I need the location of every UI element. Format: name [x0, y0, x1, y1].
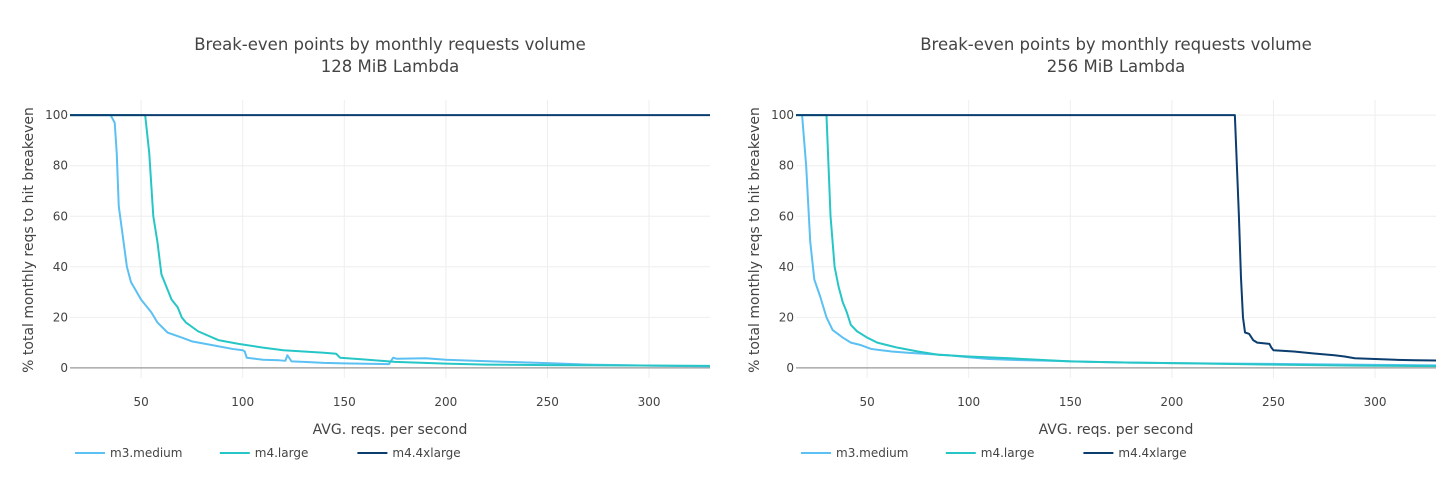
- x-axis-title: AVG. reqs. per second: [1039, 422, 1194, 438]
- grid-lines: [796, 100, 1436, 378]
- legend-label: m4.large: [981, 446, 1035, 460]
- y-tick-label: 20: [53, 310, 68, 324]
- legend-label: m3.medium: [110, 446, 182, 460]
- y-tick-label: 20: [779, 310, 794, 324]
- x-tick-label: 250: [1262, 395, 1285, 409]
- series-line-m4-large[interactable]: [796, 114, 1436, 368]
- x-tick-label: 200: [434, 395, 457, 409]
- x-tick-label: 250: [536, 395, 559, 409]
- x-tick-label: 200: [1160, 395, 1183, 409]
- y-tick-label: 80: [53, 159, 68, 173]
- chart-128mib: Break-even points by monthly requests vo…: [21, 35, 710, 460]
- tick-labels: 50 100 150 200 250 300 0 20 40 60 80 100: [45, 108, 660, 409]
- x-tick-label: 100: [957, 395, 980, 409]
- x-tick-label: 100: [231, 395, 254, 409]
- series-line-m4-4xlarge[interactable]: [796, 114, 1436, 362]
- y-tick-label: 40: [779, 260, 794, 274]
- series-lines: [70, 114, 710, 368]
- x-tick-label: 150: [1059, 395, 1082, 409]
- legend-label: m4.4xlarge: [392, 446, 460, 460]
- x-tick-label: 300: [1364, 395, 1387, 409]
- y-tick-label: 60: [779, 209, 794, 223]
- chart-title: Break-even points by monthly requests vo…: [194, 35, 586, 54]
- y-axis-title: % total monthly reqs to hit breakeven: [747, 107, 763, 373]
- x-tick-label: 50: [133, 395, 148, 409]
- series-line-m4-large[interactable]: [70, 114, 710, 367]
- x-axis-title: AVG. reqs. per second: [313, 422, 468, 438]
- series-line-m3-medium[interactable]: [801, 115, 1436, 367]
- chart-title: Break-even points by monthly requests vo…: [920, 35, 1312, 54]
- y-tick-label: 0: [786, 361, 794, 375]
- legend-item-m4-4xlarge[interactable]: m4.4xlarge: [357, 446, 461, 460]
- series-line-m3-medium[interactable]: [70, 114, 710, 368]
- y-tick-label: 0: [60, 361, 68, 375]
- legend: m3.medium m4.large m4.4xlarge: [75, 446, 461, 460]
- legend-label: m4.4xlarge: [1118, 446, 1186, 460]
- x-tick-label: 300: [638, 395, 661, 409]
- x-tick-label: 50: [859, 395, 874, 409]
- chart-256mib: Break-even points by monthly requests vo…: [747, 35, 1436, 460]
- legend-item-m3-medium[interactable]: m3.medium: [801, 446, 908, 460]
- y-tick-label: 100: [45, 108, 68, 122]
- legend-item-m4-4xlarge[interactable]: m4.4xlarge: [1083, 446, 1187, 460]
- legend-label: m3.medium: [836, 446, 908, 460]
- legend-item-m3-medium[interactable]: m3.medium: [75, 446, 182, 460]
- grid-lines: [70, 100, 710, 378]
- y-tick-label: 80: [779, 159, 794, 173]
- chart-subtitle: 256 MiB Lambda: [1047, 57, 1186, 76]
- y-tick-label: 40: [53, 260, 68, 274]
- chart-subtitle: 128 MiB Lambda: [321, 57, 460, 76]
- legend: m3.medium m4.large m4.4xlarge: [801, 446, 1187, 460]
- legend-item-m4-large[interactable]: m4.large: [945, 446, 1035, 460]
- legend-item-m4-large[interactable]: m4.large: [219, 446, 309, 460]
- series-lines: [796, 114, 1436, 368]
- x-tick-label: 150: [333, 395, 356, 409]
- legend-label: m4.large: [255, 446, 309, 460]
- tick-labels: 50 100 150 200 250 300 0 20 40 60 80 100: [771, 108, 1386, 409]
- y-axis-title: % total monthly reqs to hit breakeven: [21, 107, 37, 373]
- y-tick-label: 100: [771, 108, 794, 122]
- y-tick-label: 60: [53, 209, 68, 223]
